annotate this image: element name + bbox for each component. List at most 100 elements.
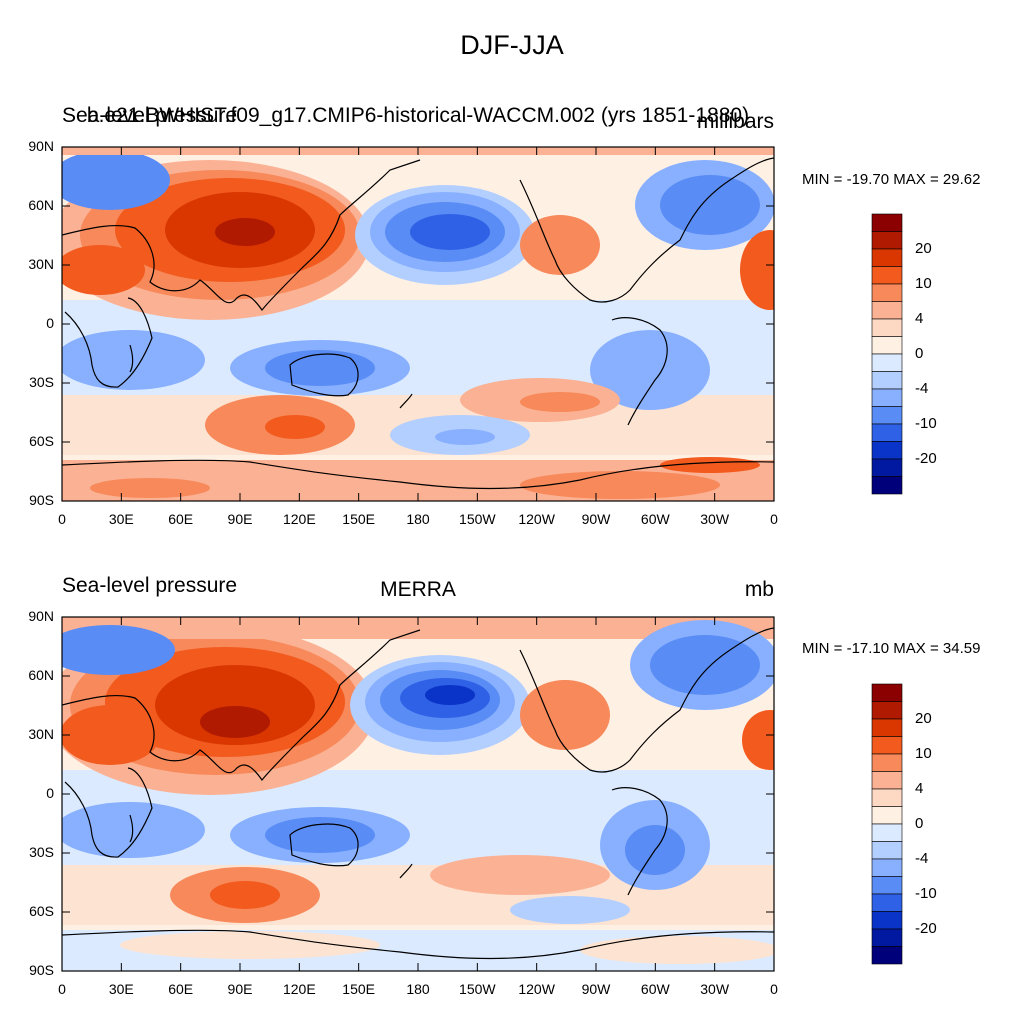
colorbar-swatch — [871, 458, 903, 477]
colorbar-label: 4 — [915, 780, 924, 797]
colorbar-label: -10 — [915, 415, 937, 432]
colorbar-label: -4 — [915, 850, 929, 867]
panel-2-center-title: MERRA — [380, 578, 456, 601]
lat-label: 90N — [28, 608, 54, 624]
colorbar-label: 0 — [915, 815, 924, 832]
lat-label: 60S — [29, 903, 54, 919]
lon-label: 120E — [282, 981, 316, 997]
lon-label: 60E — [168, 981, 194, 997]
colorbar-label: 10 — [915, 275, 932, 292]
panel-2-units: mb — [744, 578, 774, 601]
colorbar-swatch — [871, 858, 903, 877]
colorbar-swatch — [871, 928, 903, 947]
colorbar-2 — [871, 683, 903, 965]
colorbar-swatch — [871, 423, 903, 442]
colorbar-swatch — [871, 788, 903, 807]
lon-label: 0 — [58, 511, 66, 527]
colorbar-swatch — [871, 266, 903, 285]
lon-label: 120W — [518, 981, 555, 997]
colorbar-label: 0 — [915, 345, 924, 362]
colorbar-swatch — [871, 406, 903, 425]
lon-label: 0 — [770, 981, 778, 997]
lat-label: 60S — [29, 433, 54, 449]
colorbar-swatch — [871, 736, 903, 755]
colorbar-label: 20 — [915, 240, 932, 257]
lon-label: 60W — [640, 981, 670, 997]
lat-label: 0 — [46, 785, 54, 801]
lat-label: 90N — [28, 138, 54, 154]
colorbar-swatch — [871, 318, 903, 337]
lat-label: 30S — [29, 374, 54, 390]
colorbar-swatch — [871, 231, 903, 250]
colorbar-label: -20 — [915, 920, 937, 937]
pressure-field-2 — [62, 617, 774, 971]
colorbar-label: 10 — [915, 745, 932, 762]
panel-1-left-title: Sea-level pressure — [62, 104, 238, 127]
lon-label: 150E — [342, 981, 375, 997]
lat-label: 90S — [29, 492, 54, 508]
colorbar-swatch — [871, 911, 903, 930]
lat-label: 60N — [28, 197, 54, 213]
panel-1-min-max: MIN = -19.70 MAX = 29.62 — [802, 171, 981, 188]
lon-label: 150W — [459, 511, 496, 527]
pressure-field-1 — [62, 147, 774, 501]
panel-2-min-max: MIN = -17.10 MAX = 34.59 — [802, 640, 981, 657]
coastlines-2 — [62, 627, 774, 960]
colorbar-swatch — [871, 701, 903, 720]
colorbar-label: -10 — [915, 885, 937, 902]
lon-label: 90E — [227, 981, 253, 997]
colorbar-swatch — [871, 371, 903, 390]
lon-label: 0 — [58, 981, 66, 997]
coastlines-1 — [62, 157, 774, 490]
colorbar-swatch — [871, 718, 903, 737]
axis-ticks — [61, 146, 775, 972]
lon-label: 150W — [459, 981, 496, 997]
colorbar-swatch — [871, 823, 903, 842]
colorbar-swatch — [871, 441, 903, 460]
colorbar-swatch — [871, 301, 903, 320]
colorbar-swatch — [871, 283, 903, 302]
lon-label: 90W — [581, 511, 611, 527]
colorbar-swatch — [871, 353, 903, 372]
colorbar-swatch — [871, 806, 903, 825]
lon-label: 30E — [108, 981, 134, 997]
lon-label: 180 — [406, 981, 430, 997]
lat-label: 0 — [46, 315, 54, 331]
panel-1-units: millibars — [696, 110, 774, 133]
colorbar-swatch — [871, 893, 903, 912]
colorbar-swatch — [871, 876, 903, 895]
panel-2-left-title: Sea-level pressure — [62, 574, 238, 597]
colorbar-swatch — [871, 841, 903, 860]
lat-label: 30N — [28, 726, 54, 742]
map-panel-2 — [61, 616, 775, 972]
lon-label: 30W — [700, 981, 730, 997]
colorbar-label: -20 — [915, 450, 937, 467]
lat-label: 30S — [29, 844, 54, 860]
lon-label: 60W — [640, 511, 670, 527]
colorbar-swatch — [871, 248, 903, 267]
colorbar-label: -4 — [915, 380, 929, 397]
colorbar-swatch — [871, 753, 903, 772]
colorbar-swatch — [871, 213, 903, 232]
lon-label: 90E — [227, 511, 253, 527]
lon-label: 180 — [406, 511, 430, 527]
colorbar-1 — [871, 213, 903, 495]
colorbar-swatch — [871, 771, 903, 790]
colorbar-label: 20 — [915, 710, 932, 727]
panel-1-center-title: b.e21.BWHIST.f09_g17.CMIP6-historical-WA… — [86, 104, 750, 127]
colorbar-swatch — [871, 476, 903, 495]
colorbar-swatch — [871, 336, 903, 355]
lon-label: 90W — [581, 981, 611, 997]
colorbar-label: 4 — [915, 310, 924, 327]
map-panel-1 — [61, 146, 775, 502]
lon-label: 120W — [518, 511, 555, 527]
figure-title: DJF-JJA — [460, 30, 564, 60]
colorbar-swatch — [871, 946, 903, 965]
lon-label: 120E — [282, 511, 316, 527]
lat-label: 30N — [28, 256, 54, 272]
lon-label: 0 — [770, 511, 778, 527]
colorbar-swatch — [871, 388, 903, 407]
lon-label: 60E — [168, 511, 194, 527]
lon-label: 30E — [108, 511, 134, 527]
